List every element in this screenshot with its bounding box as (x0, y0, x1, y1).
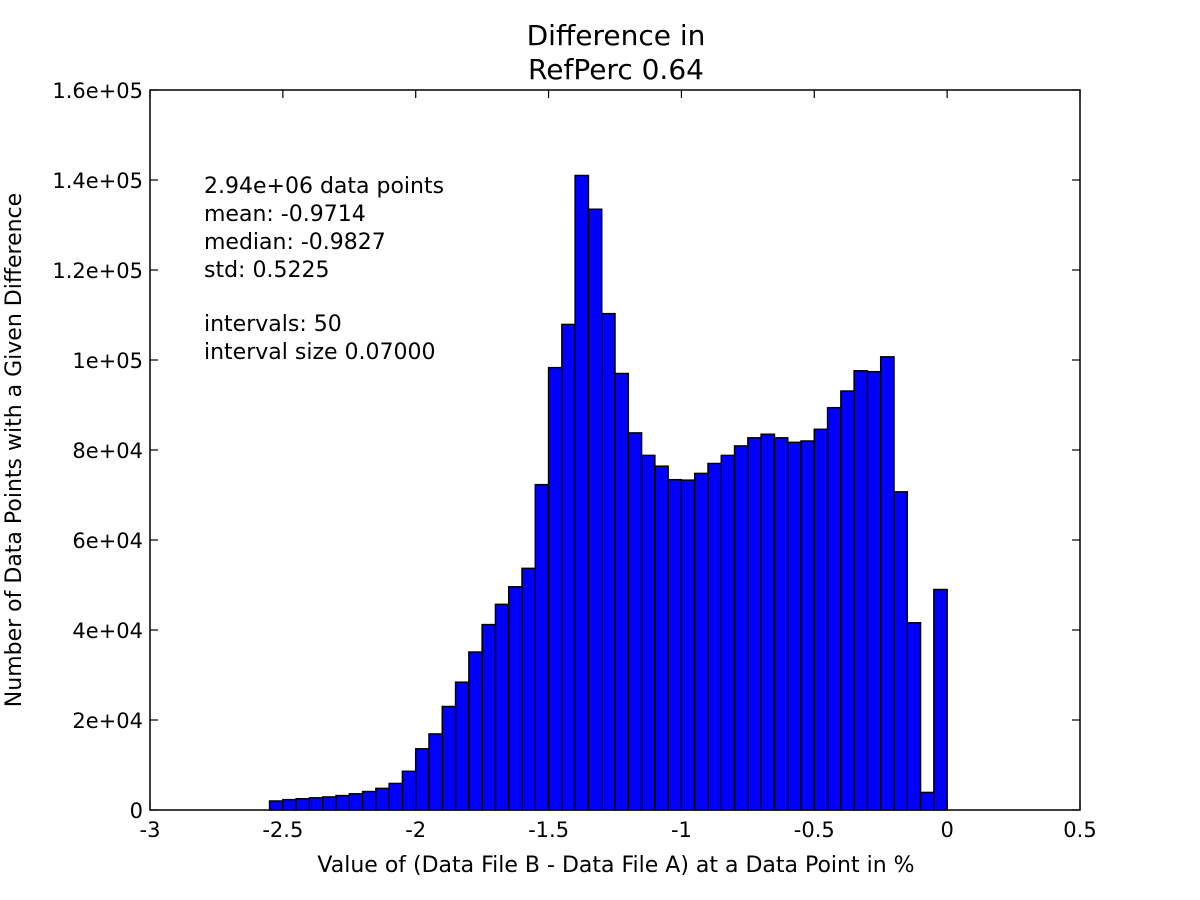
histogram-bar (733, 445, 749, 811)
histogram-bar (375, 787, 390, 811)
y-tick-label: 1.4e+05 (52, 169, 143, 193)
x-tick-label: -3 (140, 818, 161, 842)
histogram-bar (282, 798, 297, 811)
histogram-bar (321, 796, 337, 811)
histogram-bar (813, 428, 829, 811)
y-tick-label: 8e+04 (72, 439, 143, 463)
y-tick-label: 2e+04 (72, 709, 143, 733)
histogram-bar (547, 366, 563, 811)
histogram-bar (587, 208, 603, 811)
histogram-bar (561, 323, 576, 811)
histogram-bar (428, 733, 444, 811)
histogram-bar (534, 483, 550, 811)
histogram-bar (441, 705, 457, 811)
histogram-bar (786, 441, 802, 811)
y-tick-label: 1.2e+05 (52, 259, 143, 283)
histogram-bar (454, 681, 470, 811)
histogram-bar (614, 372, 630, 811)
histogram-bar (388, 782, 404, 811)
histogram-bar (667, 478, 683, 811)
histogram-bar (401, 770, 417, 811)
histogram-bar (600, 312, 616, 811)
histogram-bar (308, 797, 324, 811)
x-axis-label: Value of (Data File B - Data File A) at … (317, 853, 914, 878)
histogram-bar (693, 472, 709, 811)
x-tick-label: 0.5 (1063, 818, 1096, 842)
histogram-bar (866, 370, 882, 811)
histogram-bar (468, 651, 483, 811)
histogram-bar (760, 433, 776, 811)
histogram-bar (747, 437, 762, 811)
x-tick-label: -2.5 (262, 818, 303, 842)
stat-std: std: 0.5225 (204, 258, 329, 283)
histogram-bar (481, 623, 497, 811)
stat-intervals: intervals: 50 (204, 312, 342, 337)
histogram-bar (640, 454, 656, 811)
stat-interval-size: interval size 0.07000 (204, 340, 436, 365)
chart-title-line-2: RefPerc 0.64 (528, 53, 704, 86)
histogram-bar (521, 567, 537, 811)
histogram-bar (335, 794, 351, 811)
histogram-bar (268, 800, 284, 811)
chart-title-line-1: Difference in (527, 19, 706, 52)
y-tick-label: 1e+05 (72, 349, 143, 373)
histogram-bar (933, 588, 948, 811)
histogram-bar (879, 356, 895, 811)
stat-data-points: 2.94e+06 data points (204, 174, 444, 199)
histogram-bars (268, 174, 948, 811)
histogram-bar (800, 440, 816, 811)
y-tick-label: 4e+04 (72, 619, 143, 643)
histogram-bar (348, 793, 364, 811)
histogram-bar (627, 432, 643, 811)
y-axis-label: Number of Data Points with a Given Diffe… (2, 193, 27, 707)
histogram-bar (494, 603, 510, 811)
histogram-bar (906, 622, 922, 811)
stats-annotation: 2.94e+06 data points mean: -0.9714 media… (204, 174, 444, 365)
histogram-bar (826, 406, 842, 811)
x-tick-label: -0.5 (794, 818, 835, 842)
x-tick-label: -2 (405, 818, 426, 842)
y-tick-label: 1.6e+05 (52, 79, 143, 103)
histogram-bar (893, 491, 909, 811)
y-tick-label: 6e+04 (72, 529, 143, 553)
histogram-bar (680, 479, 696, 811)
histogram-bar (361, 790, 377, 811)
histogram-bar (773, 437, 789, 811)
histogram-bar (507, 586, 523, 811)
histogram-bar (654, 465, 669, 811)
histogram-bar (707, 462, 723, 811)
histogram-bar (720, 454, 736, 811)
histogram-bar (919, 791, 935, 811)
x-tick-label: -1 (671, 818, 692, 842)
stat-median: median: -0.9827 (204, 230, 386, 255)
histogram-bar (414, 748, 430, 811)
x-tick-label: -1.5 (528, 818, 569, 842)
stat-mean: mean: -0.9714 (204, 202, 366, 227)
histogram-bar (840, 390, 855, 811)
plot-frame (149, 89, 1081, 811)
x-tick-label: 0 (940, 818, 953, 842)
y-tick-label: 0 (130, 799, 143, 823)
histogram-bar (295, 798, 311, 811)
histogram-bar (574, 174, 590, 811)
axis-tick-labels: -3 -2.5 -2 -1.5 -1 -0.5 0 0.5 0 2e+04 4e+04 6e+04 8e… (52, 79, 1096, 842)
histogram-bar (853, 370, 869, 811)
